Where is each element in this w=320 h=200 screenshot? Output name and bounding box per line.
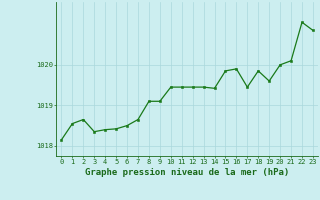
- X-axis label: Graphe pression niveau de la mer (hPa): Graphe pression niveau de la mer (hPa): [85, 168, 289, 177]
